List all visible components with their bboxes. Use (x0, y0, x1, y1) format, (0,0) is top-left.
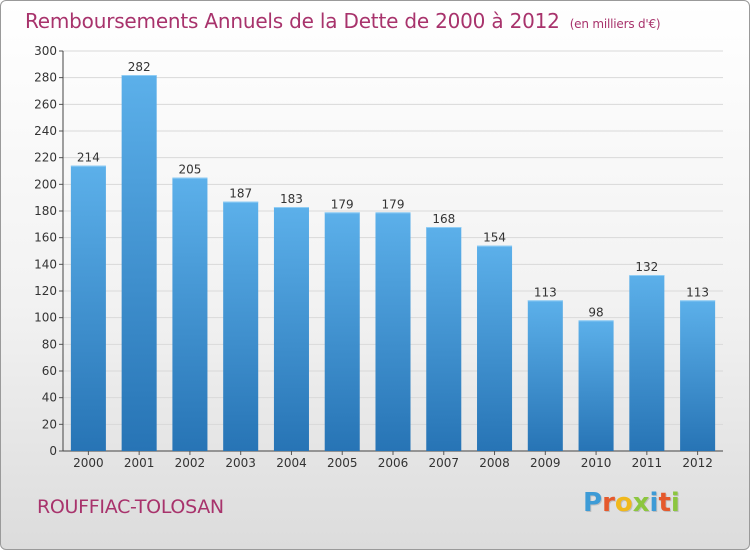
x-tick-label: 2003 (225, 456, 256, 470)
y-tick-labels: 0 20 40 60 80 100 120 140 160 180 200 220 240 260 280 3… (34, 44, 57, 458)
bar-2003 (223, 201, 259, 451)
chart-title-text: Remboursements Annuels de la Dette de 20… (25, 9, 560, 33)
bar-2009 (527, 300, 563, 451)
y-tick-label: 180 (34, 204, 57, 218)
x-tick-label: 2000 (73, 456, 104, 470)
y-tick-label: 60 (42, 364, 57, 378)
y-tick-label: 40 (42, 391, 57, 405)
logo-letter: r (602, 488, 615, 518)
logo-letter: i (649, 488, 659, 518)
chart-subtitle: (en milliers d'€) (569, 17, 661, 31)
data-label: 205 (178, 163, 201, 177)
y-tick-label: 0 (49, 444, 57, 458)
y-tick-label: 120 (34, 284, 57, 298)
y-tick-label: 280 (34, 71, 57, 85)
bar-2012 (680, 300, 716, 451)
y-tick-label: 220 (34, 151, 57, 165)
bar-2001 (121, 75, 157, 451)
data-label: 168 (432, 212, 455, 226)
x-tick-labels: 2000 2001 2002 2003 2004 2005 2006 2007 2008 2009… (73, 451, 713, 470)
data-labels: 214 282 205 187 183 179 179 168 154 113 98 132 113 (77, 60, 709, 319)
data-label: 113 (534, 285, 557, 299)
logo-letter: o (614, 488, 633, 518)
data-label: 98 (588, 305, 603, 319)
y-tick-label: 140 (34, 257, 57, 271)
data-label: 132 (635, 260, 658, 274)
data-label: 187 (229, 187, 252, 201)
y-tick-label: 100 (34, 311, 57, 325)
x-tick-label: 2005 (327, 456, 358, 470)
y-tick-label: 200 (34, 177, 57, 191)
bar-2010 (578, 320, 614, 451)
y-tick-label: 300 (34, 44, 57, 58)
logo-letter: x (632, 488, 650, 518)
data-label: 282 (128, 60, 151, 74)
bars (70, 75, 716, 451)
x-tick-label: 2009 (530, 456, 561, 470)
logo-letter: t (658, 488, 671, 518)
data-label: 214 (77, 151, 100, 165)
data-label: 154 (483, 231, 506, 245)
x-tick-label: 2006 (378, 456, 409, 470)
x-tick-label: 2002 (175, 456, 206, 470)
y-tick-label: 80 (42, 337, 57, 351)
y-tick-label: 260 (34, 97, 57, 111)
bar-2000 (70, 165, 106, 451)
x-tick-label: 2012 (682, 456, 713, 470)
bar-2011 (629, 275, 665, 451)
commune-name: ROUFFIAC-TOLOSAN (37, 496, 224, 518)
data-label: 179 (382, 197, 405, 211)
data-label: 113 (686, 285, 709, 299)
chart-title: Remboursements Annuels de la Dette de 20… (25, 9, 661, 33)
x-tick-label: 2007 (428, 456, 459, 470)
x-tick-label: 2001 (124, 456, 155, 470)
bar-2004 (273, 207, 309, 451)
x-tick-label: 2004 (276, 456, 307, 470)
proxiti-logo: Proxiti (583, 488, 680, 518)
bar-2006 (375, 212, 411, 451)
x-tick-label: 2010 (581, 456, 612, 470)
bar-2008 (477, 245, 513, 451)
data-label: 183 (280, 192, 303, 206)
y-tick-label: 240 (34, 124, 57, 138)
y-tick-label: 20 (42, 417, 57, 431)
logo-letter: i (670, 488, 680, 518)
bar-2002 (172, 177, 208, 451)
x-tick-label: 2011 (632, 456, 663, 470)
logo-letter: P (583, 488, 603, 518)
data-label: 179 (331, 197, 354, 211)
x-tick-label: 2008 (479, 456, 510, 470)
bar-2005 (324, 212, 360, 451)
bar-2007 (426, 227, 462, 451)
y-tick-label: 160 (34, 231, 57, 245)
